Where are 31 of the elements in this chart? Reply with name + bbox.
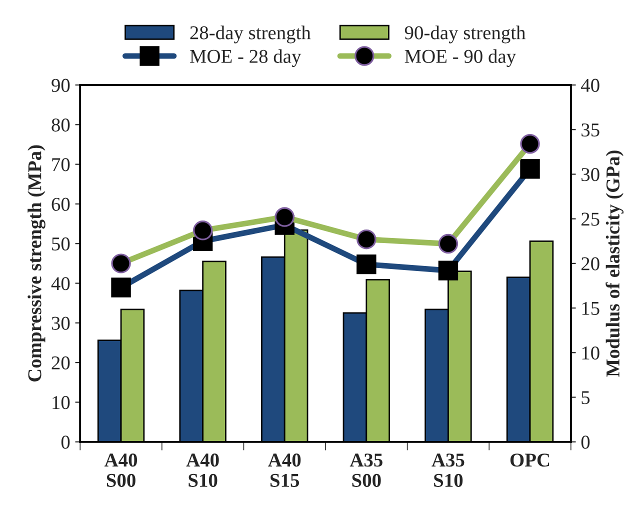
y-tick-label: 90 [52,78,70,92]
y-tick-label: 20 [52,356,70,370]
legend-label: 90-day strength [404,26,526,44]
y-tick-label: 70 [52,158,70,172]
y2-tick-label: 35 [582,123,600,137]
legend-label: MOE - 90 day [404,49,516,67]
y2-tick-label: 20 [581,257,600,270]
y-tick-label: 80 [52,118,70,132]
x-tick-label: A40 S15 [268,454,301,487]
y2-tick-label: 5 [582,391,590,404]
y2-tick-label: 10 [582,346,600,360]
x-tick-label: A35 S00 [350,454,382,487]
y2-tick-label: 40 [581,78,600,92]
y2-tick-label: 0 [581,436,590,449]
y-tick-label: 40 [51,277,70,290]
x-tick-label: A35 S10 [432,454,464,487]
y2-tick-label: 25 [581,212,600,226]
y-axis-title: Compressive strength (MPa) [28,145,46,382]
y2-tick-label: 15 [582,302,600,315]
y-tick-label: 10 [52,396,70,410]
y-tick-label: 30 [52,316,70,330]
legend-label: MOE - 28 day [190,49,302,67]
y2-tick-label: 30 [582,168,600,182]
x-tick-label: OPC [510,454,550,467]
y-tick-label: 60 [52,198,70,211]
legend-label: 28-day strength [190,26,311,44]
y-tick-label: 0 [61,436,70,449]
x-tick-label: A40 S10 [186,454,219,487]
y-tick-label: 50 [52,237,70,251]
x-tick-label: A40 S00 [104,454,138,487]
y2-axis-title: Modulus of elasticity (GPa) [606,150,624,377]
